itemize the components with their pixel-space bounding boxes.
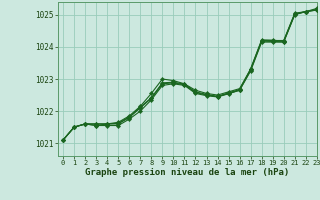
X-axis label: Graphe pression niveau de la mer (hPa): Graphe pression niveau de la mer (hPa)	[85, 168, 289, 177]
